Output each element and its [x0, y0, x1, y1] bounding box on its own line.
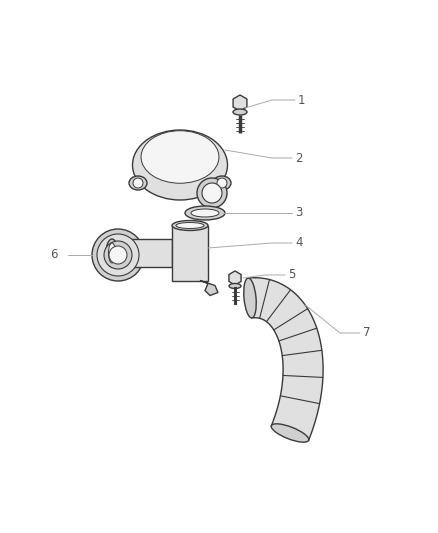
Circle shape	[133, 178, 143, 188]
Circle shape	[217, 178, 227, 188]
Text: 3: 3	[295, 206, 302, 220]
Ellipse shape	[106, 239, 118, 267]
Ellipse shape	[97, 234, 139, 276]
Ellipse shape	[244, 278, 256, 318]
Polygon shape	[229, 271, 241, 285]
Ellipse shape	[104, 241, 132, 269]
Text: 1: 1	[298, 93, 305, 107]
Ellipse shape	[92, 229, 144, 281]
Text: 6: 6	[50, 248, 57, 262]
Text: 5: 5	[288, 269, 295, 281]
Ellipse shape	[141, 131, 219, 183]
Text: 4: 4	[295, 237, 303, 249]
Ellipse shape	[229, 284, 241, 288]
Ellipse shape	[109, 246, 127, 264]
Text: 2: 2	[295, 151, 303, 165]
Polygon shape	[172, 225, 208, 280]
Circle shape	[197, 178, 227, 208]
Ellipse shape	[129, 176, 147, 190]
Ellipse shape	[233, 109, 247, 115]
Text: 7: 7	[363, 327, 371, 340]
Ellipse shape	[271, 424, 309, 442]
Ellipse shape	[213, 176, 231, 190]
Ellipse shape	[172, 221, 208, 230]
Polygon shape	[233, 95, 247, 111]
Ellipse shape	[176, 222, 204, 229]
Ellipse shape	[191, 209, 219, 217]
Polygon shape	[200, 280, 218, 295]
Polygon shape	[248, 278, 323, 440]
Ellipse shape	[133, 130, 227, 200]
Polygon shape	[112, 239, 172, 267]
Ellipse shape	[109, 243, 116, 263]
Circle shape	[202, 183, 222, 203]
Ellipse shape	[185, 206, 225, 220]
